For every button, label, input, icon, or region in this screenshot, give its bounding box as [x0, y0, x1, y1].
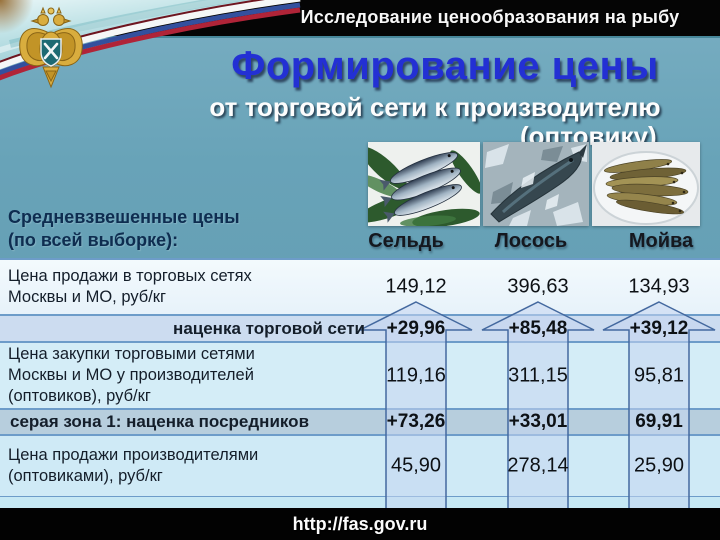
cell-value: 134,93 — [628, 275, 690, 298]
cell-value: 119,16 — [386, 364, 446, 386]
cell-value: 25,90 — [633, 454, 685, 477]
table-row-retail-markup: наценка торговой сети +29,96 +85,48 +39,… — [0, 314, 720, 341]
flag-stripe-red — [0, 7, 301, 81]
slide-subtitle-line1: от торговой сети к производителю — [209, 92, 661, 122]
table-row-producer-price: Цена продажи производителями (оптовиками… — [0, 434, 720, 496]
table-bottom-strip — [0, 496, 720, 508]
fish-label-capelin: Мойва — [628, 230, 694, 252]
row-label: Цена продажи в торговых сетях Москвы и М… — [8, 266, 252, 306]
row-label: Цена закупки торговыми сетями Москвы и М… — [8, 344, 255, 406]
price-table: Цена продажи в торговых сетях Москвы и М… — [0, 258, 720, 508]
cell-value: 396,63 — [507, 275, 569, 298]
cell-value: +33,01 — [508, 411, 568, 432]
table-row-purchase-price: Цена закупки торговыми сетями Москвы и М… — [0, 341, 720, 408]
table-row-gray-zone-markup: серая зона 1: наценка посредников +73,26… — [0, 408, 720, 434]
cell-value: 149,12 — [385, 275, 447, 298]
cell-value: +73,26 — [386, 411, 446, 432]
row-label: серая зона 1: наценка посредников — [10, 412, 310, 432]
corner-glow — [0, 0, 34, 34]
table-row-retail-price: Цена продажи в торговых сетях Москвы и М… — [0, 258, 720, 314]
header-title: Исследование ценообразования на рыбу — [300, 7, 680, 27]
cell-value: 311,15 — [508, 364, 568, 386]
row-label: наценка торговой сети — [173, 318, 365, 338]
fish-label-salmon: Лосось — [494, 230, 568, 252]
footer-bar: http://fas.gov.ru — [0, 508, 720, 540]
salmon-photo — [483, 142, 589, 226]
footer-url: http://fas.gov.ru — [292, 514, 428, 534]
slide-title: Формирование цены — [231, 44, 659, 88]
cell-value: +85,48 — [508, 317, 568, 339]
capelin-photo — [592, 142, 700, 226]
fas-eagle-emblem-icon — [19, 6, 83, 89]
cell-value: 95,81 — [633, 364, 685, 386]
cell-value: +29,96 — [386, 317, 446, 339]
row-label: Цена продажи производителями (оптовиками… — [8, 445, 259, 485]
flag-stripe-blue — [0, 2, 301, 76]
cell-value: 69,91 — [635, 411, 683, 432]
fish-label-herring: Сельдь — [368, 230, 444, 252]
sample-note: Средневзвешенные цены (по всей выборке): — [8, 207, 240, 251]
cell-value: +39,12 — [629, 317, 689, 339]
herring-photo — [368, 142, 480, 226]
cell-value: 278,14 — [507, 454, 569, 477]
cell-value: 45,90 — [390, 454, 442, 477]
